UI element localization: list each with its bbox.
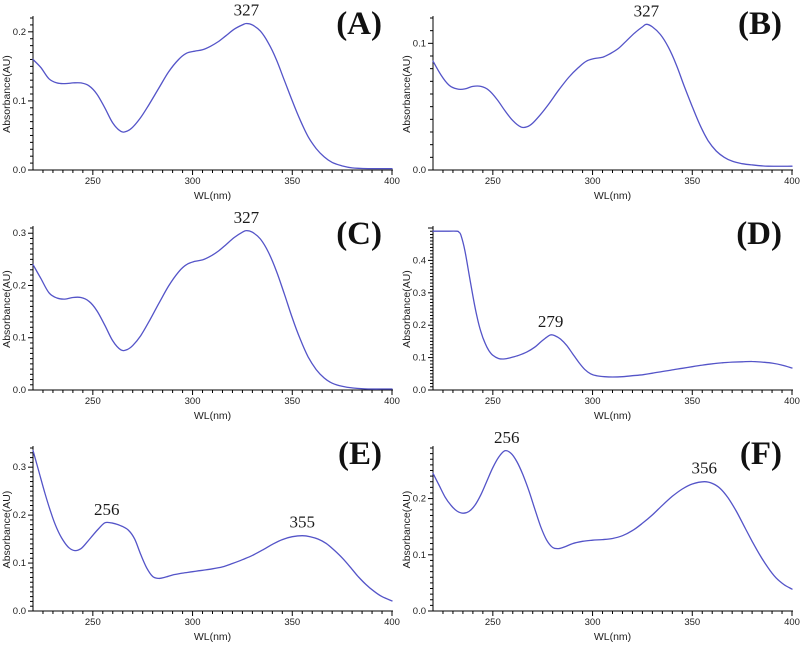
spectrum-chart-E: 250 300 350 400 0.0 0.1 0.2 0.3 WL(nm) Absorbance… bbox=[1, 436, 400, 643]
y-tick-label: 0.2 bbox=[13, 280, 26, 291]
x-axis-label: WL(nm) bbox=[194, 410, 231, 422]
y-tick-label: 0.1 bbox=[13, 333, 26, 344]
x-axis-label: WL(nm) bbox=[594, 631, 631, 643]
peak-annotation: 355 bbox=[290, 513, 316, 532]
spectrum-curve bbox=[32, 22, 393, 170]
x-tick-label: 400 bbox=[384, 396, 400, 407]
x-tick-label: 250 bbox=[85, 396, 101, 407]
panel-label: (A) bbox=[336, 6, 382, 42]
spectrum-curve bbox=[432, 230, 793, 378]
panel-label: (D) bbox=[736, 216, 782, 252]
x-tick-label: 250 bbox=[485, 176, 501, 187]
x-tick-label: 350 bbox=[284, 176, 300, 187]
panel-D: 250 300 350 400 0.0 0.1 0.2 0.3 0.4 WL(nm) Absorba… bbox=[400, 210, 800, 430]
y-tick-label: 0.2 bbox=[413, 494, 426, 505]
x-tick-label: 250 bbox=[485, 396, 501, 407]
y-tick-label: 0.3 bbox=[413, 288, 426, 299]
spectrum-curve bbox=[32, 449, 393, 602]
peak-annotation: 279 bbox=[538, 312, 564, 331]
y-tick-label: 0.1 bbox=[13, 96, 26, 107]
x-axis-label: WL(nm) bbox=[594, 190, 631, 202]
spectrum-chart-A: 250 300 350 400 0.0 0.1 0.2 WL(nm) Absorbance(AU… bbox=[1, 1, 400, 202]
panel-label: (B) bbox=[738, 6, 782, 42]
panel-label: (C) bbox=[336, 216, 382, 252]
x-tick-label: 250 bbox=[85, 176, 101, 187]
x-tick-label: 350 bbox=[284, 617, 300, 628]
panel-C: 250 300 350 400 0.0 0.1 0.2 0.3 WL(nm) Absorbance… bbox=[0, 210, 400, 430]
panel-F: 250 300 350 400 0.0 0.1 0.2 WL(nm) Absorbance(AU… bbox=[400, 430, 800, 651]
y-axis-label: Absorbance(AU) bbox=[401, 491, 413, 569]
x-axis-label: WL(nm) bbox=[194, 190, 231, 202]
peak-annotation: 327 bbox=[634, 1, 660, 20]
x-tick-label: 400 bbox=[384, 617, 400, 628]
spectrum-chart-D: 250 300 350 400 0.0 0.1 0.2 0.3 0.4 WL(nm) Absorba… bbox=[401, 216, 800, 422]
spectrum-chart-F: 250 300 350 400 0.0 0.1 0.2 WL(nm) Absorbance(AU… bbox=[401, 430, 800, 643]
x-axis-label: WL(nm) bbox=[194, 631, 231, 643]
x-tick-label: 300 bbox=[185, 176, 201, 187]
spectrum-curve bbox=[32, 229, 393, 390]
y-tick-label: 0.1 bbox=[413, 353, 426, 364]
peak-annotation: 327 bbox=[234, 210, 260, 227]
panel-label: (E) bbox=[338, 436, 382, 472]
peak-annotation: 256 bbox=[94, 500, 120, 519]
spectrum-curve bbox=[432, 23, 793, 167]
spectrum-chart-C: 250 300 350 400 0.0 0.1 0.2 0.3 WL(nm) Absorbance… bbox=[1, 210, 400, 422]
x-tick-label: 400 bbox=[784, 176, 800, 187]
y-tick-label: 0.0 bbox=[13, 606, 26, 617]
y-tick-label: 0.3 bbox=[13, 228, 26, 239]
spectrum-curve bbox=[432, 450, 793, 590]
y-tick-label: 0.3 bbox=[13, 462, 26, 473]
x-tick-label: 300 bbox=[185, 396, 201, 407]
x-tick-label: 400 bbox=[784, 617, 800, 628]
x-tick-label: 350 bbox=[684, 176, 700, 187]
y-tick-label: 0.0 bbox=[413, 385, 426, 396]
peak-annotation: 356 bbox=[691, 459, 717, 478]
y-axis-label: Absorbance(AU) bbox=[401, 270, 413, 348]
panel-E: 250 300 350 400 0.0 0.1 0.2 0.3 WL(nm) Absorbance… bbox=[0, 430, 400, 651]
x-tick-label: 400 bbox=[784, 396, 800, 407]
y-tick-label: 0.1 bbox=[413, 550, 426, 561]
y-tick-label: 0.2 bbox=[13, 510, 26, 521]
x-tick-label: 300 bbox=[585, 176, 601, 187]
y-tick-label: 0.0 bbox=[13, 165, 26, 176]
y-axis-label: Absorbance(AU) bbox=[401, 55, 413, 133]
panel-B: 250 300 350 400 0.0 0.1 WL(nm) Absorbance(AU) 32… bbox=[400, 0, 800, 210]
y-tick-label: 0.1 bbox=[413, 38, 426, 49]
x-tick-label: 250 bbox=[85, 617, 101, 628]
x-tick-label: 350 bbox=[684, 396, 700, 407]
x-tick-label: 300 bbox=[585, 617, 601, 628]
y-tick-label: 0.2 bbox=[413, 320, 426, 331]
y-tick-label: 0.0 bbox=[13, 385, 26, 396]
x-tick-label: 350 bbox=[284, 396, 300, 407]
y-tick-label: 0.1 bbox=[13, 558, 26, 569]
panel-label: (F) bbox=[740, 436, 782, 472]
peak-annotation: 256 bbox=[494, 430, 520, 447]
panel-A: 250 300 350 400 0.0 0.1 0.2 WL(nm) Absorbance(AU… bbox=[0, 0, 400, 210]
spectrum-chart-B: 250 300 350 400 0.0 0.1 WL(nm) Absorbance(AU) 32… bbox=[401, 1, 800, 202]
x-tick-label: 250 bbox=[485, 617, 501, 628]
x-tick-label: 350 bbox=[684, 617, 700, 628]
y-tick-label: 0.0 bbox=[413, 165, 426, 176]
x-tick-label: 300 bbox=[185, 617, 201, 628]
x-axis-label: WL(nm) bbox=[594, 410, 631, 422]
y-tick-label: 0.2 bbox=[13, 27, 26, 38]
y-tick-label: 0.4 bbox=[413, 255, 426, 266]
x-tick-label: 400 bbox=[384, 176, 400, 187]
x-tick-label: 300 bbox=[585, 396, 601, 407]
y-axis-label: Absorbance(AU) bbox=[1, 491, 13, 569]
y-axis-label: Absorbance(AU) bbox=[1, 270, 13, 348]
y-axis-label: Absorbance(AU) bbox=[1, 55, 13, 133]
y-tick-label: 0.0 bbox=[413, 606, 426, 617]
peak-annotation: 327 bbox=[234, 1, 260, 20]
